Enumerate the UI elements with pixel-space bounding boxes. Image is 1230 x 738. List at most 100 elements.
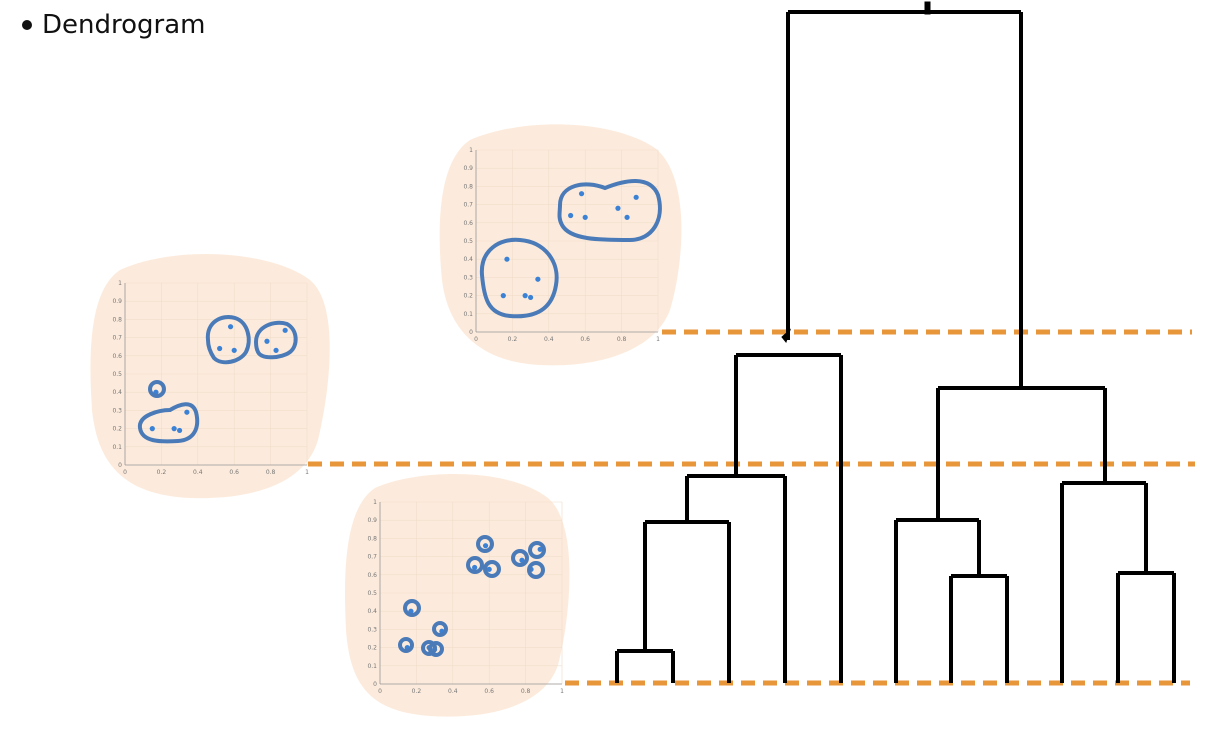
scatter-plot-four-clusters: 0 0.1 0.2 0.3 0.4 0.5 0.6 0.7 0.8 0.9 1 0 0.2 0.4 0.6 0… xyxy=(112,280,309,476)
cluster-outlines-four xyxy=(137,315,298,444)
y-tick-label: 0.2 xyxy=(112,426,122,433)
y-tick-label: 0.6 xyxy=(112,353,122,360)
data-point xyxy=(472,564,478,571)
cluster-outlines-singletons xyxy=(398,535,546,657)
y-tick-label: 0.3 xyxy=(112,407,122,414)
y-tick-label: 1 xyxy=(469,147,473,154)
bullet-icon xyxy=(22,20,32,30)
y-tick-label: 0.1 xyxy=(367,663,377,670)
y-tick-label: 0.6 xyxy=(463,220,473,227)
y-tick-label: 0.9 xyxy=(463,165,473,172)
y-tick-label: 0.6 xyxy=(367,572,377,579)
y-tick-label: 0.4 xyxy=(112,389,122,396)
bullet-item: Dendrogram xyxy=(22,10,205,40)
cluster-outline xyxy=(205,315,251,365)
y-tick-label: 0.2 xyxy=(367,645,377,652)
data-point xyxy=(282,327,288,333)
y-tick-label: 0.1 xyxy=(463,311,473,318)
x-tick-label: 0.2 xyxy=(157,469,167,476)
y-tick-label: 0.3 xyxy=(367,626,377,633)
data-point xyxy=(217,345,223,352)
y-tick-label: 0.3 xyxy=(463,274,473,281)
y-tick-label: 0 xyxy=(373,681,377,688)
y-tick-label: 0.9 xyxy=(367,517,377,524)
data-point xyxy=(171,426,177,432)
x-tick-label: 0.4 xyxy=(448,688,458,695)
cluster-outline xyxy=(137,402,200,444)
data-point xyxy=(615,205,621,211)
cluster-outline xyxy=(148,380,166,398)
data-point xyxy=(184,409,190,415)
data-point xyxy=(537,546,543,552)
data-point xyxy=(568,212,574,219)
y-tick-label: 0.9 xyxy=(112,298,122,305)
cluster-outline xyxy=(527,561,545,579)
data-point xyxy=(482,543,489,549)
y-tick-label: 0.2 xyxy=(463,293,473,300)
y-tick-label: 0 xyxy=(469,329,473,336)
x-tick-label: 0.2 xyxy=(412,688,422,695)
x-tick-label: 0 xyxy=(123,469,127,476)
x-tick-label: 1 xyxy=(560,688,564,695)
data-point xyxy=(582,214,588,220)
data-point xyxy=(578,191,585,197)
data-point xyxy=(528,294,534,301)
data-point xyxy=(624,214,630,220)
data-point xyxy=(264,338,270,344)
y-tick-label: 0.7 xyxy=(463,202,473,209)
y-tick-label: 0 xyxy=(118,462,122,469)
y-tick-label: 0.5 xyxy=(463,238,473,245)
x-tick-label: 0.4 xyxy=(193,469,203,476)
data-point xyxy=(231,347,237,353)
merge-marker xyxy=(924,1,931,15)
data-point xyxy=(535,276,541,282)
cluster-outline xyxy=(479,237,559,319)
x-tick-label: 0 xyxy=(378,688,382,695)
y-tick-label: 1 xyxy=(373,499,377,506)
y-tick-label: 0.7 xyxy=(112,335,122,342)
cluster-outline xyxy=(511,549,529,567)
x-tick-label: 0.6 xyxy=(484,688,494,695)
x-tick-label: 1 xyxy=(305,469,309,476)
y-tick-label: 0.1 xyxy=(112,444,122,451)
x-tick-label: 0.8 xyxy=(521,688,531,695)
cluster-outline xyxy=(476,535,494,553)
cluster-outline xyxy=(398,637,414,653)
cluster-outline xyxy=(253,320,298,360)
cluster-outline xyxy=(421,640,437,656)
cluster-outlines-two xyxy=(479,179,662,319)
data-point xyxy=(633,194,639,200)
blob-middle xyxy=(90,253,330,499)
data-point xyxy=(522,293,528,299)
y-tick-label: 0.8 xyxy=(463,183,473,190)
data-point xyxy=(273,347,279,353)
y-tick-label: 0.4 xyxy=(463,256,473,263)
x-tick-label: 0.2 xyxy=(508,336,518,343)
y-tick-label: 0.8 xyxy=(112,316,122,323)
data-point xyxy=(500,293,506,299)
y-tick-label: 0.7 xyxy=(367,554,377,561)
y-tick-label: 0.8 xyxy=(367,535,377,542)
data-point xyxy=(486,566,492,572)
x-tick-label: 0.4 xyxy=(544,336,554,343)
x-tick-label: 1 xyxy=(656,336,660,343)
dendrogram-tree xyxy=(615,1,1176,683)
cluster-outline xyxy=(432,621,448,637)
data-point xyxy=(149,426,155,432)
x-tick-label: 0.8 xyxy=(266,469,276,476)
bullet-text: Dendrogram xyxy=(42,10,206,40)
x-tick-label: 0 xyxy=(474,336,478,343)
data-point xyxy=(227,324,234,330)
cluster-outline xyxy=(557,179,662,243)
data-point xyxy=(519,557,525,563)
cluster-outline xyxy=(528,541,546,559)
x-tick-label: 0.6 xyxy=(229,469,239,476)
cluster-outline xyxy=(428,641,444,657)
blob-bottom xyxy=(344,474,570,717)
cluster-outline xyxy=(403,599,421,617)
y-tick-label: 1 xyxy=(118,280,122,287)
y-tick-label: 0.5 xyxy=(367,590,377,597)
x-tick-label: 0.6 xyxy=(580,336,590,343)
